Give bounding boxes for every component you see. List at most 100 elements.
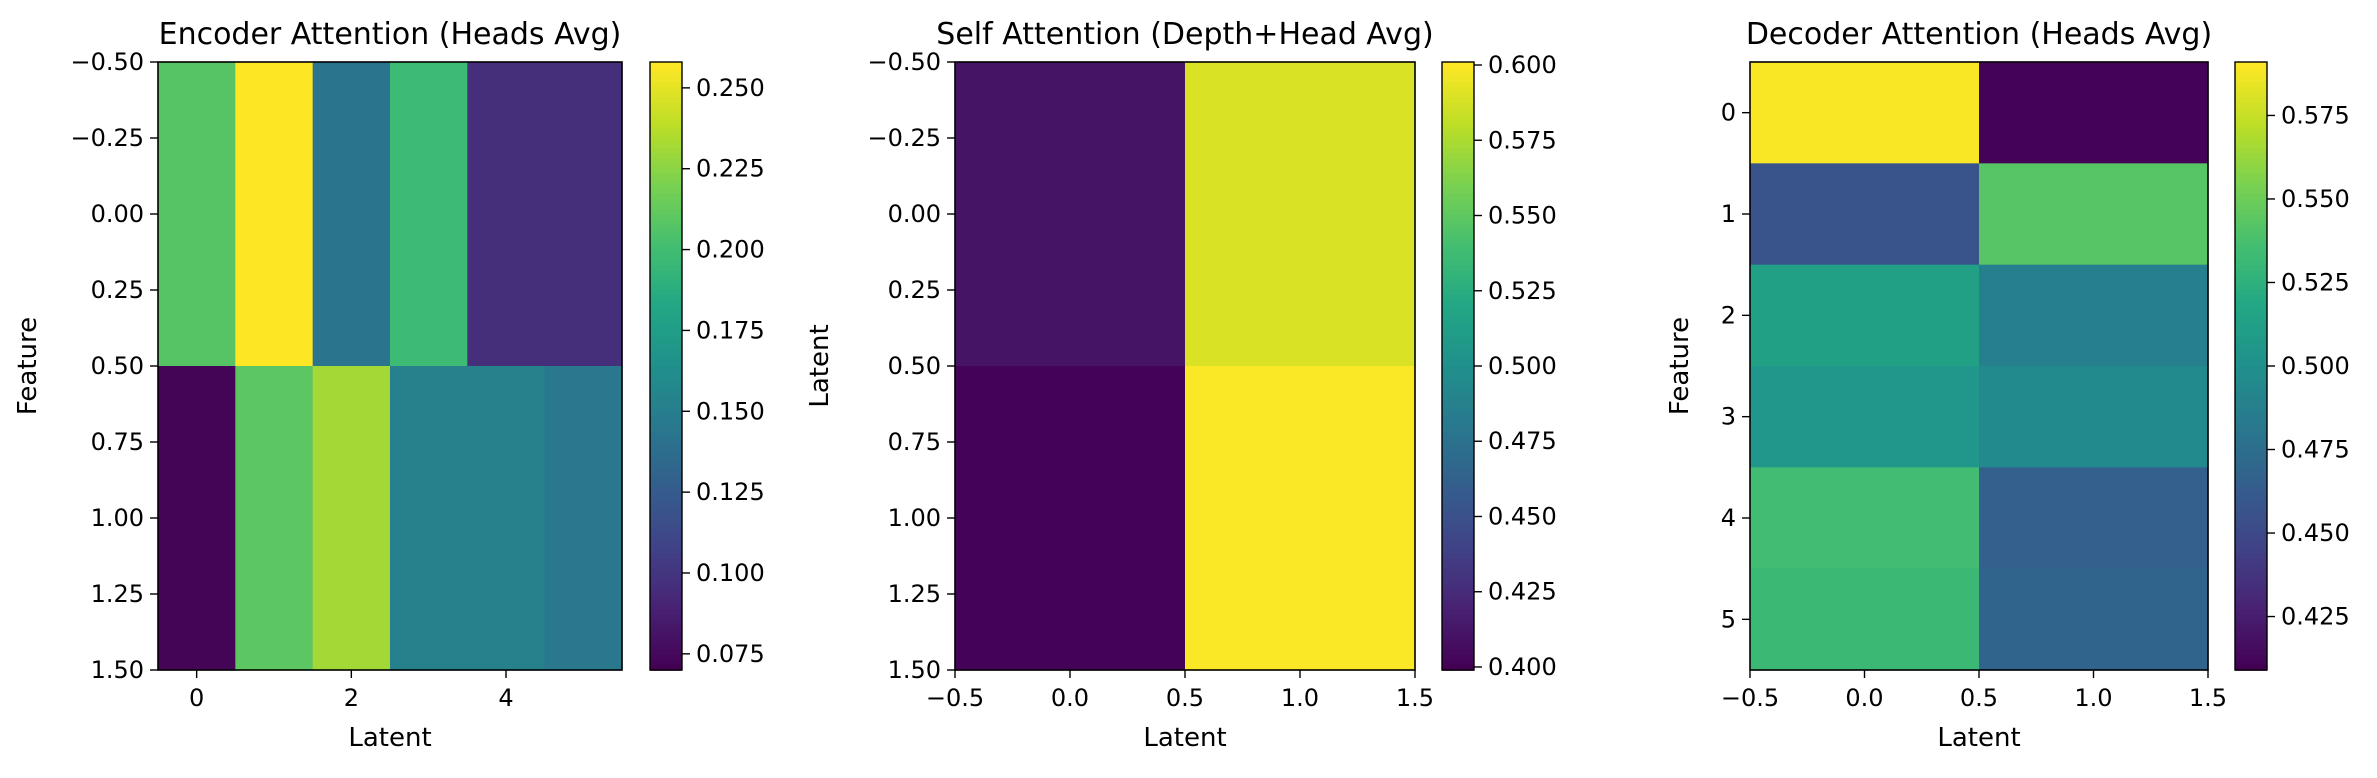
colorbar-segment: [650, 558, 682, 565]
colorbar-segment: [650, 208, 682, 215]
colorbar-segment: [2235, 553, 2267, 560]
colorbar-segment: [1442, 153, 1474, 160]
colorbar-segment: [1442, 376, 1474, 382]
heatmap-cell-r4-c1: [1979, 467, 2209, 570]
colorbar-segment: [650, 533, 682, 540]
y-axis-label: Feature: [13, 317, 43, 415]
x-tick-label: 4: [498, 684, 513, 712]
colorbar-segment: [1442, 269, 1474, 276]
colorbar-segment: [1442, 452, 1474, 458]
colorbar-segment: [2235, 92, 2267, 99]
colorbar-segment: [650, 112, 682, 119]
colorbar-segment: [1442, 183, 1474, 190]
colorbar-tick-label: 0.125: [696, 478, 765, 506]
colorbar-segment: [1442, 442, 1474, 448]
colorbar-segment: [650, 594, 682, 600]
heatmap-cell-r0-c1: [1979, 62, 2209, 164]
colorbar-segment: [650, 82, 682, 89]
colorbar-segment: [2235, 178, 2267, 185]
colorbar-segment: [1442, 132, 1474, 139]
colorbar-segment: [650, 497, 682, 504]
colorbar-segment: [2235, 487, 2267, 494]
colorbar-segment: [650, 290, 682, 296]
colorbar-segment: [650, 315, 682, 322]
colorbar-segment: [1442, 72, 1474, 78]
colorbar-segment: [1442, 558, 1474, 565]
y-tick-label: 4: [1721, 504, 1736, 532]
colorbar-segment: [1442, 512, 1474, 519]
colorbar-segment: [2235, 219, 2267, 225]
colorbar-segment: [1442, 507, 1474, 514]
colorbar-segment: [2235, 122, 2267, 129]
colorbar-segment: [2235, 143, 2267, 149]
colorbar-segment: [2235, 497, 2267, 504]
colorbar-segment: [1442, 67, 1474, 73]
colorbar-segment: [1442, 583, 1474, 590]
colorbar-segment: [2235, 604, 2267, 610]
colorbar-segment: [2235, 588, 2267, 595]
colorbar-tick-label: 0.250: [696, 74, 765, 102]
y-tick-label: 1.00: [91, 504, 144, 532]
x-tick-label: −0.5: [926, 684, 984, 712]
heatmap-cell-r1-c0: [1750, 163, 1980, 266]
colorbar-segment: [2235, 452, 2267, 458]
colorbar-segment: [1442, 208, 1474, 215]
colorbar-segment: [1442, 234, 1474, 241]
y-tick-label: 3: [1721, 403, 1736, 431]
colorbar-segment: [1442, 219, 1474, 225]
colorbar-segment: [650, 132, 682, 139]
colorbar-segment: [1442, 381, 1474, 388]
colorbar-segment: [1442, 371, 1474, 377]
colorbar-segment: [2235, 153, 2267, 160]
colorbar-segment: [650, 305, 682, 312]
colorbar-tick-label: 0.450: [2281, 519, 2350, 547]
colorbar-segment: [2235, 416, 2267, 423]
colorbar-segment: [2235, 138, 2267, 144]
colorbar-segment: [1442, 193, 1474, 200]
colorbar-segment: [1442, 664, 1474, 671]
colorbar-segment: [2235, 512, 2267, 519]
colorbar-segment: [2235, 127, 2267, 134]
colorbar-segment: [2235, 664, 2267, 671]
colorbar-segment: [650, 320, 682, 327]
heatmap-cell-r0-c4: [467, 62, 546, 367]
colorbar-segment: [2235, 614, 2267, 621]
colorbar-segment: [1442, 502, 1474, 509]
colorbar-segment: [2235, 376, 2267, 382]
colorbar-segment: [650, 239, 682, 246]
colorbar-segment: [2235, 467, 2267, 474]
colorbar-segment: [2235, 649, 2267, 656]
colorbar-segment: [650, 102, 682, 109]
colorbar-segment: [650, 457, 682, 464]
colorbar-segment: [2235, 163, 2267, 170]
colorbar-segment: [2235, 168, 2267, 175]
heatmap-cell-r0-c0: [158, 62, 236, 367]
colorbar-segment: [2235, 629, 2267, 636]
colorbar-segment: [650, 624, 682, 631]
colorbar-segment: [2235, 634, 2267, 641]
colorbar-segment: [650, 87, 682, 94]
colorbar-segment: [1442, 127, 1474, 134]
colorbar-segment: [1442, 173, 1474, 180]
colorbar-segment: [650, 604, 682, 610]
colorbar-segment: [1442, 239, 1474, 246]
colorbar: 0.425 0.450 0.475 0.500 0.525 0.550 0.575: [2234, 61, 2350, 671]
heatmap-cell-r0-c0: [1750, 62, 1980, 164]
colorbar-segment: [650, 512, 682, 519]
colorbar-segment: [2235, 132, 2267, 139]
colorbar-segment: [1442, 649, 1474, 656]
colorbar-segment: [2235, 87, 2267, 94]
x-tick-label: 1.0: [2074, 684, 2112, 712]
heatmap-cell-r1-c1: [1185, 366, 1416, 671]
colorbar-segment: [650, 67, 682, 73]
colorbar-segment: [2235, 350, 2267, 357]
colorbar-segment: [1442, 254, 1474, 261]
x-tick-label: −0.5: [1721, 684, 1779, 712]
colorbar-segment: [650, 386, 682, 393]
x-tick-label: 0.0: [1845, 684, 1883, 712]
colorbar-segment: [1442, 639, 1474, 646]
colorbar-segment: [1442, 624, 1474, 631]
heatmap-cell-r0-c5: [544, 62, 623, 367]
colorbar-tick-label: 0.600: [1488, 51, 1557, 79]
colorbar-segment: [2235, 148, 2267, 154]
